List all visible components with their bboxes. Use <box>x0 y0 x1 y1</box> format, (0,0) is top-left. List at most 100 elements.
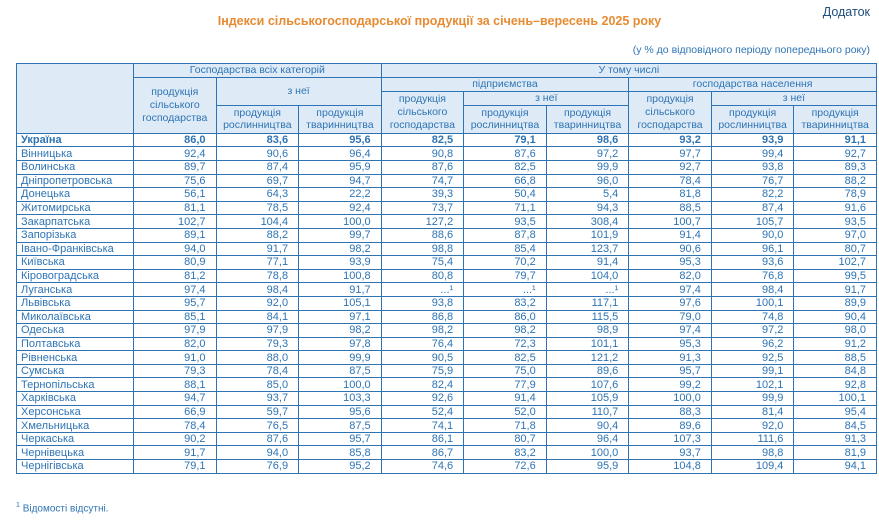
value-cell: 72,3 <box>463 336 547 352</box>
value-cell: 92,4 <box>133 146 217 161</box>
value-cell: 100,1 <box>793 391 877 406</box>
table-row: Івано-Франківська 94,0 91,7 98,2 98,8 85,4 123… <box>16 241 877 257</box>
value-cell: 90,5 <box>380 350 465 365</box>
value-cell: 94,7 <box>298 173 382 189</box>
value-cell: 91,4 <box>463 391 547 406</box>
table-row: Запорізька 89,1 88,2 99,7 88,6 87,8 101,9 91,4 9… <box>16 227 877 243</box>
value-cell: 92,7 <box>628 159 712 175</box>
value-cell: 91,7 <box>215 241 300 257</box>
value-cell: 98,2 <box>380 323 465 338</box>
value-cell: 97,9 <box>133 323 217 338</box>
value-cell: 91,7 <box>298 282 382 297</box>
value-cell: 71,8 <box>463 418 547 433</box>
header-crop-enterprises: продукція рослинництва <box>463 104 547 134</box>
value-cell: 81,9 <box>793 445 877 461</box>
table-row: Черкаська 90,2 87,6 95,7 86,1 80,7 96,4 107,3 11… <box>16 431 877 447</box>
value-cell: 94,0 <box>133 241 217 257</box>
value-cell: 90,2 <box>133 431 217 447</box>
table-row: Житомирська 81,1 78,5 92,4 73,7 71,1 94,3 88,5 8… <box>16 200 877 216</box>
region-name: Полтавська <box>16 336 134 352</box>
region-name: Волинська <box>16 159 134 175</box>
value-cell: 115,5 <box>545 309 630 325</box>
value-cell: 87,5 <box>298 363 382 379</box>
footnote: 1 Відомості відсутні. <box>16 502 108 514</box>
value-cell: 95,3 <box>628 255 712 270</box>
value-cell: 78,9 <box>793 187 877 202</box>
value-cell: 92,5 <box>710 350 795 365</box>
region-name: Вінницька <box>16 146 134 161</box>
subtitle-note: (у % до відповідного періоду попередньог… <box>632 44 870 56</box>
value-cell: 100,1 <box>710 295 795 311</box>
value-cell: 127,2 <box>380 214 465 229</box>
value-cell: 77,9 <box>463 377 547 393</box>
value-cell: 92,0 <box>710 418 795 433</box>
value-cell: 95,9 <box>298 159 382 175</box>
value-cell: 91,3 <box>628 350 712 365</box>
table-row: Закарпатська 102,7 104,4 100,0 127,2 93,5 308,… <box>16 214 877 229</box>
table-row: Хмельницька 78,4 76,5 87,5 74,1 71,8 90,4 89,6 9… <box>16 418 877 433</box>
value-cell: 83,2 <box>463 295 547 311</box>
value-cell: 97,9 <box>215 323 300 338</box>
value-cell: 97,4 <box>628 323 712 338</box>
value-cell: 82,2 <box>710 187 795 202</box>
value-cell: 95,6 <box>298 404 382 420</box>
region-name: Сумська <box>16 363 134 379</box>
value-cell: 91,4 <box>545 255 630 270</box>
region-name: Чернігівська <box>16 459 134 474</box>
value-cell: 92,8 <box>793 377 877 393</box>
value-cell: 88,2 <box>215 227 300 243</box>
value-cell: 75,0 <box>463 363 547 379</box>
appendix-label: Додаток <box>822 5 870 19</box>
value-cell: 80,7 <box>793 241 877 257</box>
value-cell: 92,4 <box>298 200 382 216</box>
value-cell: 5,4 <box>545 187 630 202</box>
value-cell: 102,7 <box>793 255 877 270</box>
value-cell: 98,0 <box>793 323 877 338</box>
value-cell: 86,0 <box>463 309 547 325</box>
value-cell: 121,2 <box>545 350 630 365</box>
region-name: Хмельницька <box>16 418 134 433</box>
value-cell: 107,3 <box>628 431 712 447</box>
value-cell: 59,7 <box>215 404 300 420</box>
value-cell: 95,4 <box>793 404 877 420</box>
value-cell: 89,7 <box>133 159 217 175</box>
value-cell: 101,1 <box>545 336 630 352</box>
value-cell: 73,7 <box>380 200 465 216</box>
value-cell: 93,7 <box>628 445 712 461</box>
value-cell: 110,7 <box>545 404 630 420</box>
value-cell: ...¹ <box>545 282 630 297</box>
value-cell: 83,2 <box>463 445 547 461</box>
value-cell: 85,0 <box>215 377 300 393</box>
region-name: Запорізька <box>16 227 134 243</box>
value-cell: 88,2 <box>793 173 877 189</box>
value-cell: 78,4 <box>133 418 217 433</box>
value-cell: 84,5 <box>793 418 877 433</box>
value-cell: 75,6 <box>133 173 217 189</box>
value-cell: 91,2 <box>793 336 877 352</box>
region-name: Харківська <box>16 391 134 406</box>
region-name: Миколаївська <box>16 309 134 325</box>
value-cell: 82,5 <box>380 132 465 148</box>
header-agri-products-enterprises: продукція сільського господарства <box>380 91 465 134</box>
value-cell: 76,5 <box>215 418 300 433</box>
header-households: господарства населення <box>628 77 877 92</box>
table-row: Вінницька 92,4 90,6 96,4 90,8 87,6 97,2 97,7 99,… <box>16 146 877 161</box>
value-cell: 91,0 <box>133 350 217 365</box>
value-cell: 87,4 <box>710 200 795 216</box>
header-crop-households: продукція рослинництва <box>710 104 795 134</box>
value-cell: 89,1 <box>133 227 217 243</box>
value-cell: 93,5 <box>793 214 877 229</box>
value-cell: 90,4 <box>545 418 630 433</box>
value-cell: 94,1 <box>793 459 877 474</box>
value-cell: 99,7 <box>298 227 382 243</box>
region-name: Чернівецька <box>16 445 134 461</box>
value-cell: 99,9 <box>298 350 382 365</box>
value-cell: 77,1 <box>215 255 300 270</box>
region-name: Україна <box>16 132 134 148</box>
value-cell: 52,0 <box>463 404 547 420</box>
value-cell: 80,7 <box>463 431 547 447</box>
region-name: Черкаська <box>16 431 134 447</box>
value-cell: 105,7 <box>710 214 795 229</box>
table-row: Миколаївська 85,1 84,1 97,1 86,8 86,0 115,5 79,… <box>16 309 877 325</box>
value-cell: 50,4 <box>463 187 547 202</box>
